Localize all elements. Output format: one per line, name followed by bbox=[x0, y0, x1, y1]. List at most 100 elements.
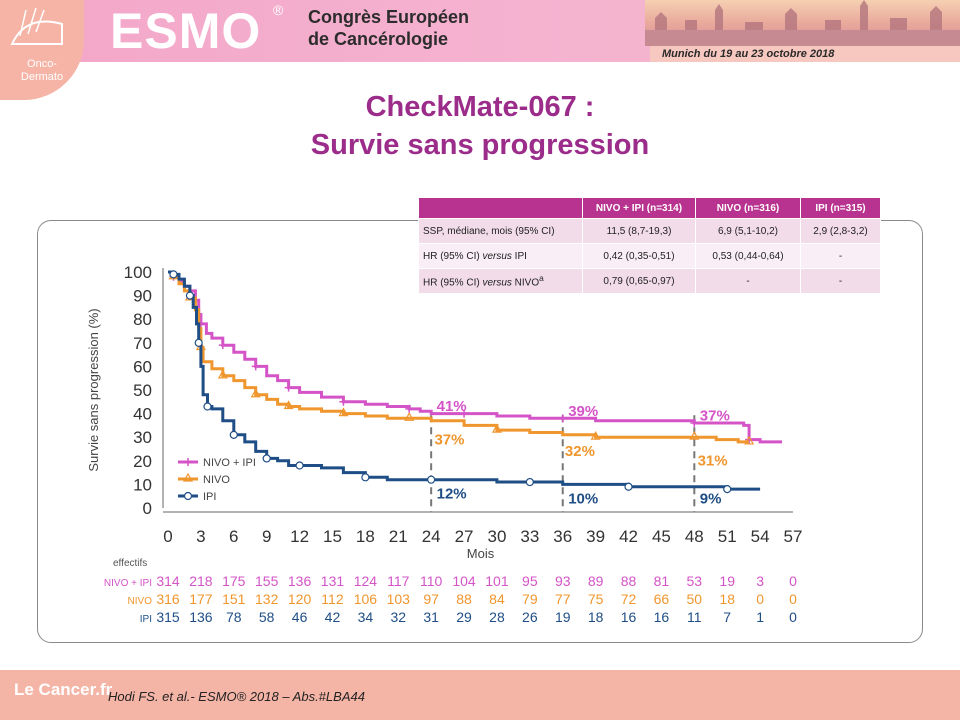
percent-annotation: 31% bbox=[698, 453, 728, 470]
y-tick-label: 100 bbox=[124, 263, 152, 282]
censor-mark bbox=[624, 482, 633, 491]
censor-mark bbox=[339, 397, 348, 406]
legend-label: NIVO bbox=[203, 474, 230, 486]
risk-value: 0 bbox=[789, 609, 797, 625]
y-tick-label: 20 bbox=[133, 452, 152, 471]
risk-value: 84 bbox=[489, 591, 505, 607]
table-cell: - bbox=[800, 268, 881, 294]
risk-value: 218 bbox=[189, 573, 213, 589]
table-cell: 2,9 (2,8-3,2) bbox=[800, 218, 881, 244]
censor-mark bbox=[185, 291, 195, 300]
risk-value: 32 bbox=[390, 609, 406, 625]
risk-value: 16 bbox=[654, 609, 670, 625]
censor-mark bbox=[590, 430, 601, 440]
censor-mark bbox=[295, 461, 304, 470]
risk-value: 120 bbox=[288, 591, 312, 607]
censor-mark bbox=[284, 383, 293, 392]
summary-table-header: NIVO + IPI (n=314) NIVO (n=316) IPI (n=3… bbox=[418, 197, 881, 219]
risk-row-label: NIVO bbox=[128, 596, 153, 607]
series-ipi bbox=[168, 270, 761, 494]
risk-value: 19 bbox=[719, 573, 735, 589]
x-tick-label: 3 bbox=[196, 527, 205, 546]
table-row-label: HR (95% CI) versus NIVOa bbox=[418, 268, 583, 294]
percent-annotation: 37% bbox=[434, 431, 464, 448]
x-tick-label: 24 bbox=[422, 527, 441, 546]
footer-bar bbox=[0, 670, 960, 720]
censor-mark bbox=[525, 477, 534, 487]
x-axis-title: Mois bbox=[467, 546, 495, 561]
congress-dates: Munich du 19 au 23 octobre 2018 bbox=[650, 46, 960, 62]
percent-annotation: 39% bbox=[568, 403, 598, 420]
risk-value: 79 bbox=[522, 591, 538, 607]
x-tick-label: 42 bbox=[619, 527, 638, 546]
censor-mark bbox=[558, 414, 567, 423]
risk-value: 0 bbox=[789, 573, 797, 589]
esmo-registered-mark: ® bbox=[273, 2, 284, 18]
risk-value: 110 bbox=[420, 573, 443, 589]
table-cell: - bbox=[695, 268, 801, 294]
table-header-cell: IPI (n=315) bbox=[800, 197, 881, 219]
table-cell: 0,79 (0,65-0,97) bbox=[582, 268, 696, 294]
x-tick-label: 12 bbox=[290, 527, 309, 546]
censor-mark bbox=[338, 407, 349, 417]
risk-value: 151 bbox=[222, 591, 246, 607]
censor-mark bbox=[427, 475, 436, 484]
table-row-label: SSP, médiane, mois (95% CI) bbox=[418, 218, 583, 244]
x-tick-label: 27 bbox=[455, 527, 474, 546]
censor-mark bbox=[251, 362, 260, 371]
table-cell: 11,5 (8,7-19,3) bbox=[582, 218, 696, 244]
risk-value: 26 bbox=[522, 609, 538, 625]
x-tick-label: 48 bbox=[685, 527, 704, 546]
censor-mark bbox=[169, 270, 178, 279]
censor-mark bbox=[203, 402, 212, 411]
lecancer-logo: Le Cancer.fr bbox=[14, 680, 113, 699]
x-tick-label: 0 bbox=[163, 527, 172, 546]
legend-label: IPI bbox=[203, 491, 216, 503]
onco-dermato-logo-icon bbox=[10, 7, 63, 45]
y-axis-title: Survie sans progression (%) bbox=[86, 308, 101, 471]
risk-value: 0 bbox=[756, 591, 764, 607]
risk-value: 16 bbox=[621, 609, 637, 625]
risk-value: 88 bbox=[621, 573, 637, 589]
table-row: HR (95% CI) versus NIVOa 0,79 (0,65-0,97… bbox=[418, 268, 881, 294]
risk-value: 314 bbox=[156, 573, 180, 589]
badge-text: Onco- Dermato bbox=[20, 58, 64, 83]
percent-annotation: 37% bbox=[700, 408, 730, 425]
risk-value: 46 bbox=[292, 609, 308, 625]
risk-value: 75 bbox=[588, 591, 604, 607]
risk-value: 72 bbox=[621, 591, 637, 607]
risk-value: 155 bbox=[255, 573, 279, 589]
y-tick-label: 10 bbox=[133, 475, 152, 494]
censor-mark bbox=[262, 454, 271, 463]
risk-value: 31 bbox=[423, 609, 439, 625]
table-row: HR (95% CI) versus IPI 0,42 (0,35-0,51) … bbox=[418, 243, 881, 269]
risk-value: 78 bbox=[226, 609, 242, 625]
censor-mark bbox=[744, 435, 755, 445]
risk-row-label: IPI bbox=[140, 614, 152, 625]
risk-value: 136 bbox=[288, 573, 312, 589]
x-tick-label: 51 bbox=[718, 527, 737, 546]
series-line bbox=[168, 270, 782, 444]
y-tick-label: 80 bbox=[133, 310, 152, 329]
risk-value: 106 bbox=[354, 591, 378, 607]
y-tick-label: 30 bbox=[133, 428, 152, 447]
risk-value: 11 bbox=[687, 609, 702, 625]
y-tick-label: 70 bbox=[133, 334, 152, 353]
censor-mark bbox=[194, 338, 203, 347]
censor-mark bbox=[218, 341, 227, 350]
series-nivo-ipi bbox=[168, 270, 782, 444]
risk-table-label: effectifs bbox=[113, 558, 147, 569]
risk-value: 53 bbox=[687, 573, 703, 589]
risk-value: 117 bbox=[387, 573, 410, 589]
x-tick-label: 36 bbox=[553, 527, 572, 546]
onco-dermato-badge: Onco- Dermato bbox=[0, 0, 84, 100]
risk-value: 93 bbox=[555, 573, 571, 589]
legend-marker bbox=[183, 491, 193, 501]
risk-value: 97 bbox=[423, 591, 439, 607]
risk-value: 177 bbox=[189, 591, 213, 607]
risk-value: 95 bbox=[522, 573, 538, 589]
x-tick-label: 45 bbox=[652, 527, 671, 546]
risk-value: 28 bbox=[489, 609, 505, 625]
risk-value: 18 bbox=[588, 609, 604, 625]
